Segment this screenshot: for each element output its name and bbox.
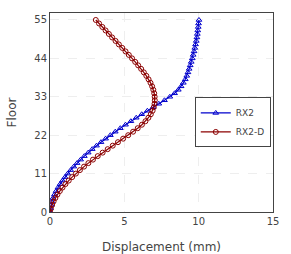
svg-text:Floor: Floor	[5, 98, 19, 128]
svg-text:RX2-D: RX2-D	[236, 127, 264, 137]
svg-text:33: 33	[34, 91, 47, 102]
svg-text:5: 5	[121, 216, 127, 227]
svg-text:Displacement (mm): Displacement (mm)	[102, 240, 221, 254]
svg-text:11: 11	[34, 168, 47, 179]
svg-text:0: 0	[41, 207, 47, 218]
svg-text:10: 10	[192, 216, 205, 227]
svg-text:55: 55	[34, 14, 47, 25]
svg-text:22: 22	[34, 130, 47, 141]
svg-text:RX2: RX2	[236, 108, 254, 118]
svg-text:0: 0	[47, 216, 53, 227]
svg-text:44: 44	[34, 53, 47, 64]
svg-text:15: 15	[267, 216, 280, 227]
